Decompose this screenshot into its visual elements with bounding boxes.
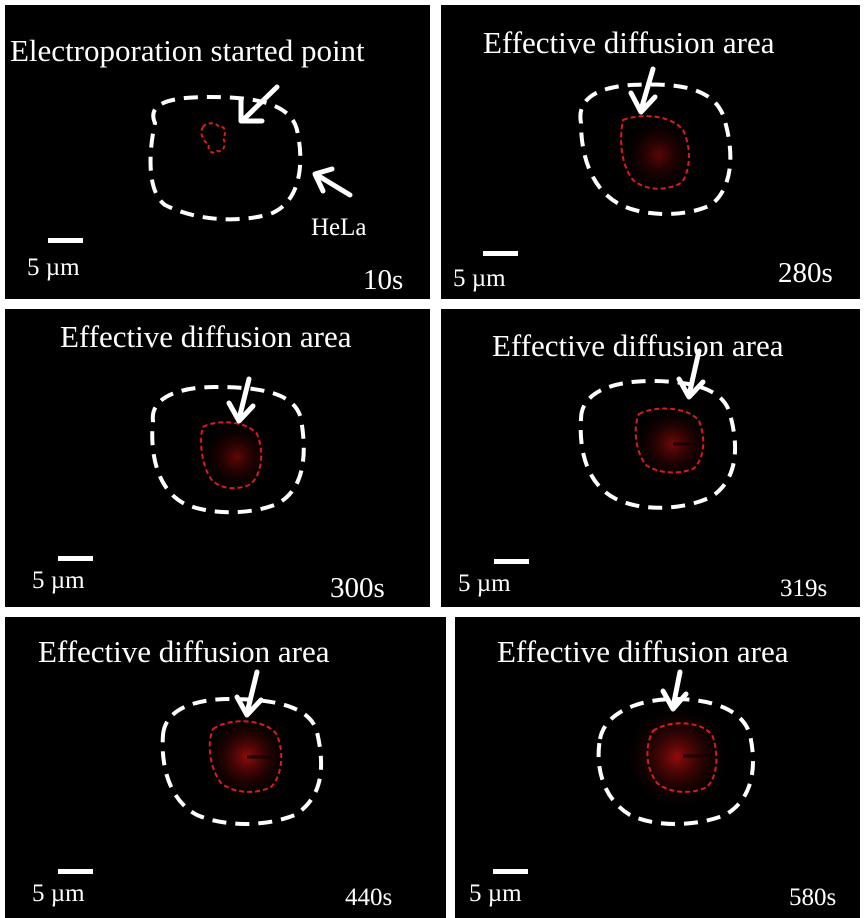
cell-outline <box>148 94 303 222</box>
timestamp: 10s <box>363 264 404 296</box>
cell-outline <box>578 82 733 216</box>
scale-bar <box>493 869 528 874</box>
panel-title: Effective diffusion area <box>483 25 775 60</box>
scale-bar-label: 5 µm <box>27 254 80 281</box>
scale-bar-label: 5 µm <box>32 880 85 907</box>
scale-bar-label: 5 µm <box>469 880 522 907</box>
scale-bar-label: 5 µm <box>453 265 506 292</box>
panel-title: Effective diffusion area <box>497 634 789 669</box>
scale-bar <box>494 559 529 564</box>
diffusion-glow <box>622 702 732 812</box>
timestamp: 580s <box>789 884 837 911</box>
panel-title: Effective diffusion area <box>60 319 352 354</box>
arrow-icon <box>226 376 256 424</box>
panel-title: Effective diffusion area <box>38 634 330 669</box>
micrograph-panel-10s: Electroporation started point HeLa 5 µm … <box>5 5 430 299</box>
cell-outline <box>578 378 738 510</box>
panel-title: Electroporation started point <box>10 33 365 68</box>
arrow-icon <box>676 348 706 400</box>
cell-figure <box>148 84 353 222</box>
electroporation-point-outline <box>200 122 227 154</box>
diffusion-area-outline <box>646 722 718 793</box>
timestamp: 300s <box>330 572 385 604</box>
micrograph-panel-319s: Effective diffusion area 5 µm 319s <box>441 309 860 607</box>
timestamp: 319s <box>780 575 828 602</box>
scale-bar <box>58 556 93 561</box>
panel-title: Effective diffusion area <box>492 328 784 363</box>
cell-figure <box>160 669 324 826</box>
diffusion-glow <box>619 115 699 195</box>
micrograph-panel-580s: Effective diffusion area 5 µm 580s <box>455 617 860 918</box>
cell-figure <box>596 669 755 826</box>
diffusion-area-outline <box>200 421 263 490</box>
cell-outline <box>150 384 306 515</box>
scale-bar <box>58 869 93 874</box>
cell-outline <box>160 696 324 826</box>
scale-bar <box>48 238 83 243</box>
arrow-icon <box>628 66 658 115</box>
arrow-icon <box>660 669 689 712</box>
cell-figure <box>150 376 306 515</box>
timestamp: 440s <box>345 884 393 911</box>
scale-bar-label: 5 µm <box>458 570 511 597</box>
micrograph-panel-280s: Effective diffusion area 5 µm 280s <box>441 5 860 299</box>
cell-figure <box>578 348 738 510</box>
micrograph-panel-300s: Effective diffusion area 5 µm 300s <box>5 309 430 607</box>
micrograph-panel-440s: Effective diffusion area 5 µm 440s <box>5 617 446 918</box>
arrow-icon <box>238 84 280 124</box>
diffusion-area-outline <box>620 115 690 190</box>
cell-figure <box>578 66 733 216</box>
scale-bar-label: 5 µm <box>32 567 85 594</box>
scale-bar <box>483 251 518 256</box>
diffusion-area-outline <box>634 407 705 474</box>
arrow-icon <box>312 166 353 198</box>
timestamp: 280s <box>778 257 833 289</box>
diffusion-area-outline <box>208 720 283 793</box>
cell-type-label: HeLa <box>311 214 367 241</box>
arrow-icon <box>234 669 264 718</box>
diffusion-glow <box>199 419 275 495</box>
